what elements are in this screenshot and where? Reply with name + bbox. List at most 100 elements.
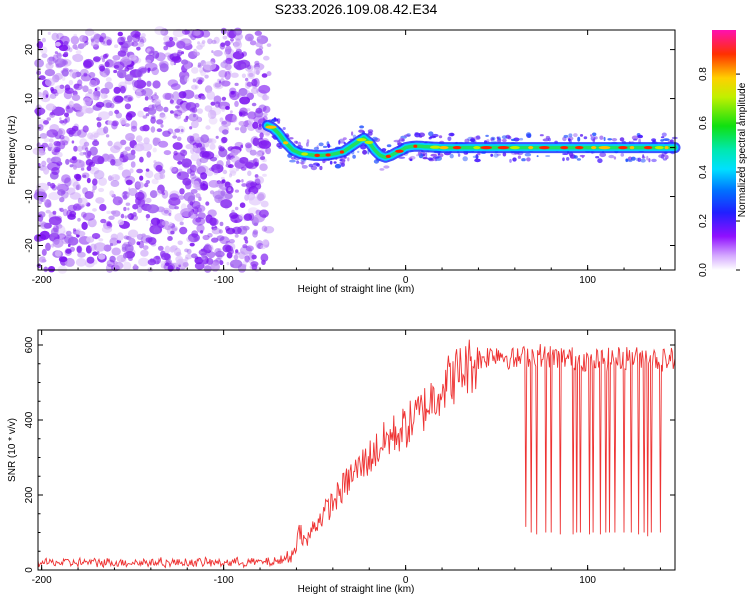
track-speckle [648,158,651,163]
noise-blob [101,225,113,234]
noise-blob [157,245,164,251]
noise-blob [162,92,172,100]
track-speckle [301,160,304,166]
noise-blob [252,157,259,167]
track-speckle [631,156,636,161]
noise-blob [153,137,161,144]
noise-blob [211,227,222,235]
noise-blob [113,141,123,150]
noise-blob [106,210,112,214]
noise-blob [264,131,270,137]
noise-blob [149,190,158,199]
noise-blob [175,105,180,109]
noise-blob [219,117,224,123]
noise-blob [69,164,74,168]
noise-blob [194,94,200,100]
noise-blob [59,35,70,46]
track-speckle [539,134,544,137]
noise-blob [67,204,78,212]
track-speckle [277,120,281,124]
noise-blob [178,91,187,99]
noise-blob [145,214,151,219]
noise-blob [81,221,88,230]
noise-blob [202,182,205,187]
noise-blob [220,199,233,209]
noise-blob [197,62,201,67]
noise-blob [92,208,97,212]
noise-blob [41,248,47,256]
noise-blob [234,82,239,86]
noise-blob [118,200,122,204]
noise-blob [111,121,118,130]
noise-blob [213,36,220,44]
track-speckle [563,134,569,138]
noise-blob [137,198,146,208]
track-speckle [301,165,308,169]
noise-blob [125,153,136,161]
noise-blob [222,35,228,40]
noise-blob [46,157,52,163]
noise-blob [100,87,110,95]
noise-blob [194,85,197,89]
noise-blob [191,67,199,74]
noise-blob [177,172,182,177]
noise-blob [137,42,145,48]
track-speckle [665,155,669,160]
noise-blob [247,170,252,177]
noise-blob [159,173,166,180]
track-speckle [398,156,406,159]
noise-blob [48,142,54,148]
track-speckle [438,135,443,139]
noise-blob [123,94,134,103]
noise-blob [219,221,224,227]
track-speckle [409,155,416,160]
noise-blob [181,59,189,65]
noise-blob [126,111,136,118]
noise-blob [119,85,126,94]
noise-blob [164,245,171,254]
track-speckle [379,168,385,171]
noise-blob [77,145,83,152]
noise-blob [121,243,128,251]
track-speckle [457,153,461,157]
noise-blob [153,98,162,105]
noise-blob [250,261,259,267]
noise-blob [259,163,268,171]
noise-blob [218,181,233,191]
track-speckle [536,155,539,158]
noise-blob [230,110,233,114]
noise-blob [197,212,206,220]
noise-blob [161,207,172,216]
noise-blob [43,222,52,229]
noise-blob [210,101,216,106]
noise-blob [68,79,74,86]
track-speckle [599,152,607,158]
noise-blob [220,180,225,184]
noise-blob [180,149,188,157]
noise-blob [207,233,213,238]
noise-blob [210,247,214,251]
noise-blob [34,107,46,116]
colorbar-tick-label: 0.0 [698,263,709,277]
track-speckle [651,158,657,163]
noise-blob [82,125,89,133]
y-tick-label: 400 [24,411,35,428]
noise-blob [182,262,189,268]
noise-blob [197,142,203,148]
noise-blob [163,106,169,113]
noise-blob [172,142,183,150]
track-speckle [334,163,342,169]
track-speckle [313,146,319,151]
noise-blob [163,41,167,45]
noise-blob [241,73,246,79]
noise-blob [185,115,189,120]
noise-blob [186,236,195,243]
x-tick-label: -100 [214,575,234,586]
noise-blob [251,254,257,260]
noise-blob [234,189,239,193]
noise-blob [54,91,59,97]
noise-blob [159,112,166,118]
noise-blob [100,218,107,224]
noise-blob [156,128,163,133]
noise-blob [195,217,202,223]
